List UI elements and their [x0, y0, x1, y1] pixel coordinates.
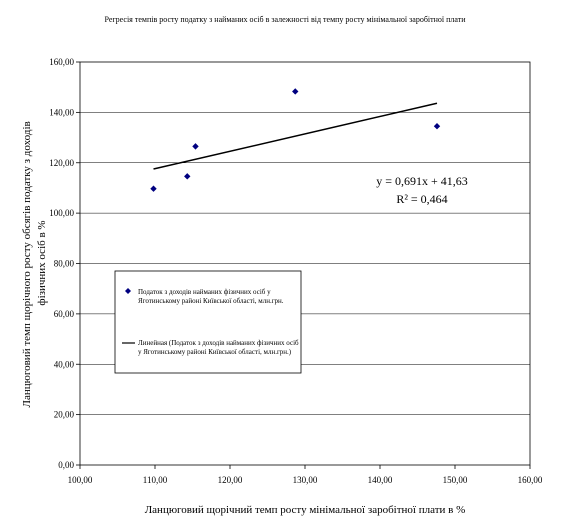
data-point [192, 143, 199, 150]
x-tick-label: 130,00 [293, 475, 318, 485]
scatter-points [150, 88, 441, 192]
x-tick-label: 160,00 [518, 475, 543, 485]
y-tick-label: 0,00 [58, 460, 74, 470]
legend-marker-point [125, 288, 131, 294]
y-tick-label: 60,00 [54, 309, 75, 319]
y-tick-label: 160,00 [49, 57, 74, 67]
legend-box [114, 270, 302, 374]
legend-marker-points [125, 288, 131, 294]
x-tick-label: 150,00 [443, 475, 468, 485]
y-tick-labels: 0,00 20,00 40,00 60,00 80,00 100,00 120,00 140,… [49, 57, 80, 470]
x-axis-title: Ланцюговий щорічний темп росту мінімальн… [145, 504, 466, 516]
legend: Податок з доходів найманих фізичних осіб… [114, 270, 302, 374]
y-axis-title: Ланцюговий темп щорічного росту обсягів … [21, 119, 48, 408]
data-point [292, 88, 299, 95]
x-tick-labels: 100,00 110,00 120,00 130,00 140,00 150,00 160,… [68, 465, 543, 485]
y-tick-label: 80,00 [54, 259, 75, 269]
legend-label-trend: Линейная (Податок з доходів найманих фіз… [138, 339, 300, 356]
chart-title: Регресія темпів росту податку з найманих… [104, 15, 466, 24]
x-tick-label: 140,00 [368, 475, 393, 485]
trendline-layer [153, 102, 438, 170]
legend-label-points: Податок з доходів найманих фізичних осіб… [138, 288, 284, 305]
x-tick-label: 100,00 [68, 475, 93, 485]
data-point [184, 173, 191, 180]
trendline [153, 102, 438, 170]
y-tick-label: 20,00 [54, 410, 75, 420]
y-tick-label: 140,00 [49, 107, 74, 117]
y-tick-label: 40,00 [54, 359, 75, 369]
x-tick-label: 110,00 [143, 475, 168, 485]
y-tick-label: 120,00 [49, 158, 74, 168]
x-tick-label: 120,00 [218, 475, 243, 485]
data-point [150, 185, 157, 192]
trend-equation: y = 0,691x + 41,63 [376, 174, 468, 188]
r-squared: R² = 0,464 [396, 192, 447, 206]
y-tick-label: 100,00 [49, 208, 74, 218]
data-point [433, 123, 441, 130]
